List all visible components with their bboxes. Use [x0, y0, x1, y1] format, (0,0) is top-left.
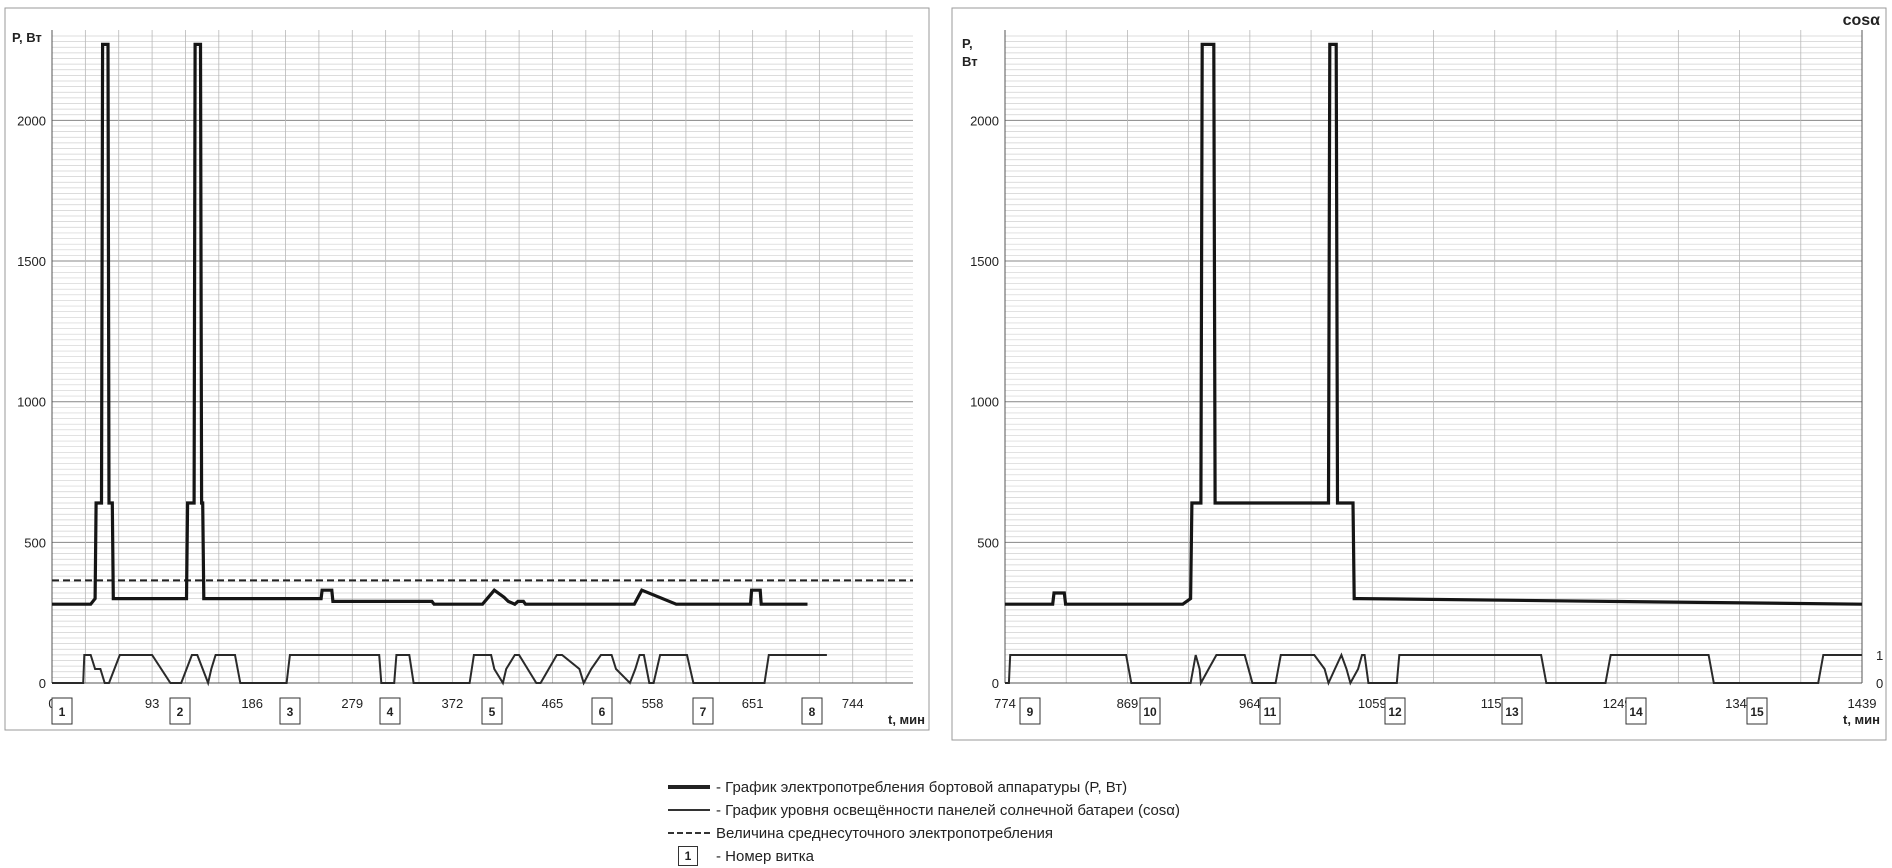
chart1-orbit-box [692, 697, 714, 725]
chart1-y-label: P, Вт [12, 30, 42, 45]
legend-illumination-swatch [668, 809, 710, 811]
chart2-orbit-number: 12 [1388, 705, 1402, 719]
chart1-x-tick-label: 465 [542, 696, 564, 711]
chart2-y2-tick-label: 1 [1876, 648, 1883, 663]
chart1-orbit-number: 3 [287, 705, 294, 719]
chart1-x-tick-label: 744 [842, 696, 864, 711]
chart2-y-tick-label: 2000 [970, 113, 999, 128]
chart2-frame [951, 7, 1887, 741]
chart2-y-tick-label: 1500 [970, 254, 999, 269]
chart2-orbit-box [1746, 697, 1768, 725]
chart2-y2-label: cosα [1843, 12, 1881, 29]
legend-illumination: - График уровня освещённости панелей сол… [668, 799, 1228, 822]
chart2-x-tick-label: 1059 [1358, 696, 1387, 711]
chart2-orbit-number: 15 [1750, 705, 1764, 719]
chart1-orbit-number: 8 [809, 705, 816, 719]
legend: - График электропотребления бортовой апп… [668, 776, 1228, 868]
chart1-x-tick-label: 372 [442, 696, 464, 711]
chart2-y-label: P, [962, 36, 973, 51]
chart2-orbit-box [1139, 697, 1161, 725]
chart1-y-tick-label: 0 [39, 676, 46, 691]
chart2-x-tick-label: 1439 [1848, 696, 1877, 711]
chart1-orbit-number: 6 [599, 705, 606, 719]
chart1-x-tick-label: 93 [145, 696, 159, 711]
chart1-orbit-box [279, 697, 301, 725]
chart2-x-label: t, мин [1843, 712, 1880, 727]
chart1-x-tick-label: 279 [341, 696, 363, 711]
chart1-orbit-box [801, 697, 823, 725]
legend-average-swatch [668, 832, 710, 834]
legend-illumination-label: - График уровня освещённости панелей сол… [716, 802, 1180, 819]
chart1-orbit-number: 7 [700, 705, 707, 719]
chart1-x-label: t, мин [888, 712, 925, 727]
legend-orbit-label: - Номер витка [716, 848, 814, 865]
legend-power-swatch [668, 785, 710, 789]
chart1-orbit-box [379, 697, 401, 725]
legend-power: - График электропотребления бортовой апп… [668, 776, 1228, 799]
legend-average: Величина среднесуточного электропотребле… [668, 822, 1228, 845]
chart2-illumination-series [1005, 652, 1862, 687]
legend-average-label: Величина среднесуточного электропотребле… [716, 825, 1054, 842]
chart2-x-tick-label: 774 [994, 696, 1016, 711]
chart2-orbit-number: 11 [1264, 705, 1277, 719]
chart1-frame [4, 7, 930, 731]
chart2-orbit-box [1019, 697, 1041, 725]
chart2-orbit-number: 10 [1143, 705, 1157, 719]
chart1-x-tick-label: 651 [742, 696, 764, 711]
chart2-y-tick-label: 1000 [970, 395, 999, 410]
chart2-orbit-number: 14 [1629, 705, 1643, 719]
chart1-orbit-number: 4 [387, 705, 394, 719]
chart1-x-tick-label: 186 [241, 696, 263, 711]
chart2-x-tick-label: 1249 [1603, 696, 1632, 711]
chart2-y-tick-label: 0 [992, 676, 999, 691]
chart1-orbit-number: 2 [177, 705, 184, 719]
chart2-y2-tick-label: 0 [1876, 676, 1883, 691]
chart1-orbit-box [51, 697, 73, 725]
chart2-orbit-box [1259, 697, 1281, 725]
chart2-orbit-box [1625, 697, 1647, 725]
chart2-y-label-unit: Вт [962, 54, 978, 69]
chart2-power-series [1005, 42, 1863, 606]
legend-orbit-box: 1 [678, 846, 698, 866]
chart2-orbit-box [1501, 697, 1523, 725]
chart1-orbit-box [481, 697, 503, 725]
chart2-orbit-number: 13 [1505, 705, 1519, 719]
chart2-x-tick-label: 964 [1239, 696, 1261, 711]
chart1-y-tick-label: 1000 [17, 395, 46, 410]
chart2-orbit-box [1384, 697, 1406, 725]
chart1-x-tick-label: 558 [642, 696, 664, 711]
chart2-orbit-number: 9 [1027, 705, 1034, 719]
chart1-illumination-series [52, 654, 827, 687]
chart1-orbit-number: 1 [59, 705, 66, 719]
chart1-power-series [52, 42, 808, 607]
chart1-y-tick-label: 1500 [17, 254, 46, 269]
chart1-orbit-box [591, 697, 613, 725]
legend-orbit: 1 - Номер витка [668, 845, 1228, 868]
legend-power-label: - График электропотребления бортовой апп… [716, 779, 1128, 796]
chart2-x-tick-label: 869 [1117, 696, 1139, 711]
charts-canvas: 0500100015002000093186279372465558651744… [4, 7, 1887, 741]
chart2-y-tick-label: 500 [977, 535, 999, 550]
chart1-y-tick-label: 2000 [17, 113, 46, 128]
chart1-orbit-number: 5 [489, 705, 496, 719]
chart1-y-tick-label: 500 [24, 535, 46, 550]
chart1-orbit-box [169, 697, 191, 725]
